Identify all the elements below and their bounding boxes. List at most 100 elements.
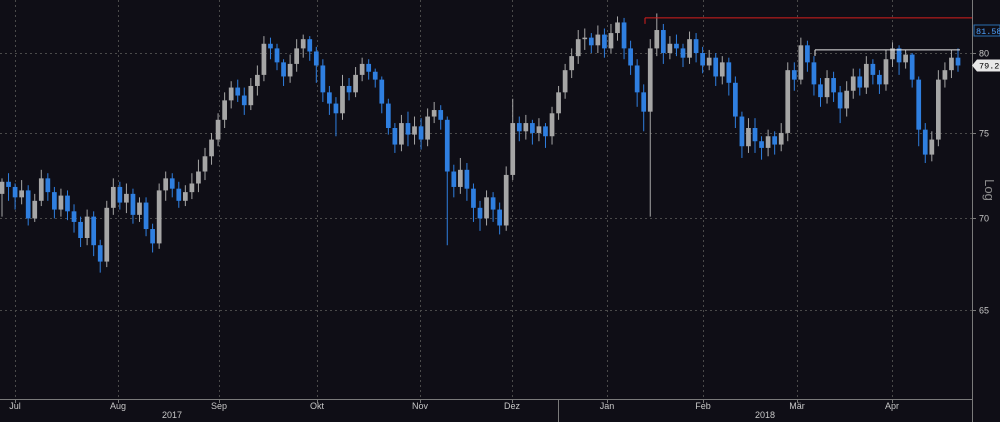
- candle-body: [477, 207, 483, 219]
- candle-body: [346, 85, 352, 93]
- candle-body: [569, 56, 575, 71]
- candle-body: [628, 48, 633, 66]
- x-tick-label: Dez: [504, 401, 521, 411]
- candle-body: [78, 221, 83, 238]
- candle-body: [399, 123, 404, 145]
- candle-body: [490, 197, 496, 210]
- candle-body: [805, 45, 810, 63]
- candle-body: [798, 45, 804, 80]
- candle-body: [602, 34, 607, 49]
- candle-body: [104, 207, 110, 262]
- candle-body: [84, 216, 90, 238]
- candle-body: [268, 43, 273, 49]
- candle-body: [65, 195, 70, 212]
- candle-body: [863, 63, 869, 88]
- candle-body: [831, 78, 836, 93]
- candle-body: [215, 119, 221, 140]
- candle-body: [19, 190, 25, 198]
- candle-body: [300, 39, 306, 49]
- candle-body: [405, 123, 411, 135]
- candle-body: [844, 90, 850, 109]
- candle-body: [523, 123, 529, 132]
- candle-body: [549, 113, 555, 137]
- candle-body: [837, 92, 843, 109]
- last-price-tag: [972, 59, 1000, 72]
- candle-body: [464, 169, 470, 189]
- y-tick-label: 75: [979, 129, 989, 139]
- candle-body: [385, 103, 391, 129]
- price-tags: 81.588 79.20: [972, 24, 1000, 72]
- candle-body: [163, 178, 169, 191]
- candle-body: [222, 100, 227, 120]
- candle-body: [772, 136, 778, 145]
- candle-body: [12, 186, 18, 198]
- reference-lines: [644, 17, 972, 56]
- candle-body: [97, 245, 103, 262]
- candle-body: [693, 39, 699, 54]
- y-axis: 65 70 75 80: [972, 49, 989, 316]
- candle-body: [916, 79, 922, 130]
- candle-body: [706, 57, 712, 66]
- candle-body: [955, 57, 961, 66]
- x-tick-label: Apr: [885, 401, 899, 411]
- candle-body: [713, 57, 719, 77]
- candle-body: [621, 22, 627, 49]
- candle-body: [575, 39, 581, 57]
- candle-body: [719, 62, 725, 77]
- candle-body: [949, 57, 954, 71]
- candle-body: [556, 92, 561, 114]
- candle-body: [608, 33, 614, 49]
- candle-body: [588, 37, 594, 46]
- x-tick-label: Aug: [110, 401, 126, 411]
- candle-body: [516, 123, 522, 132]
- candle-body: [353, 74, 358, 93]
- candle-body: [32, 200, 38, 219]
- candle-body: [117, 186, 123, 203]
- candle-body: [700, 53, 705, 66]
- candle-body: [176, 188, 182, 201]
- candle-body: [929, 139, 935, 155]
- candle-body: [340, 85, 345, 114]
- candle-body: [896, 48, 902, 63]
- candle-body: [733, 82, 738, 117]
- candle-body: [634, 65, 640, 93]
- candle-body: [752, 128, 758, 142]
- candle-body: [667, 43, 673, 54]
- y-tick-label: 70: [979, 214, 989, 224]
- candle-body: [503, 174, 509, 226]
- candle-body: [58, 195, 64, 210]
- candle-body: [595, 34, 601, 46]
- candle-body: [582, 37, 588, 40]
- year-label-2017: 2017: [162, 410, 182, 420]
- year-label-2018: 2018: [755, 410, 775, 420]
- candle-body: [274, 48, 280, 63]
- candle-body: [654, 30, 660, 49]
- candle-body: [182, 192, 188, 201]
- candle-body: [281, 62, 286, 77]
- candle-body: [451, 171, 457, 187]
- candle-body: [425, 116, 430, 140]
- candle-body: [25, 190, 31, 219]
- candle-body: [91, 216, 97, 246]
- candle-body: [778, 132, 784, 145]
- candle-body: [791, 70, 797, 80]
- candle-body: [457, 169, 463, 187]
- candle-body: [130, 193, 136, 215]
- candle-body: [327, 92, 332, 104]
- candle-body: [680, 48, 686, 58]
- candle-body: [359, 63, 365, 75]
- x-axis: Jul Aug Sep Okt Nov Dez Jan Feb Mär Apr: [9, 399, 899, 411]
- candle-body: [261, 43, 267, 75]
- candle-body: [674, 43, 679, 49]
- candle-body: [484, 197, 489, 219]
- candle-body: [850, 76, 856, 91]
- candle-body: [615, 22, 620, 34]
- candle-body: [909, 54, 915, 80]
- candle-body: [320, 65, 326, 93]
- candle-body: [366, 63, 372, 72]
- candle-body: [510, 123, 516, 175]
- candle-body: [444, 119, 450, 172]
- candles: [0, 13, 961, 273]
- candle-body: [660, 30, 666, 54]
